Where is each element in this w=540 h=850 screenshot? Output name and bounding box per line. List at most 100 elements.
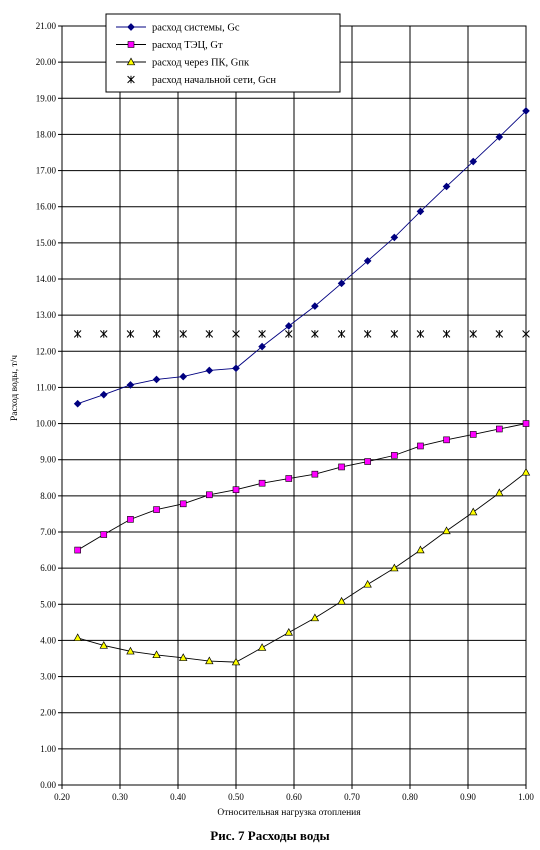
y-tick-label: 18.00 — [36, 129, 57, 139]
series-line — [77, 423, 527, 551]
data-point — [417, 442, 424, 450]
data-point — [495, 330, 504, 338]
data-point — [364, 458, 371, 465]
series-4 — [73, 330, 530, 338]
grid — [61, 25, 527, 786]
data-point — [179, 500, 187, 508]
data-point — [390, 330, 399, 338]
legend-marker — [127, 41, 135, 48]
data-point — [100, 330, 108, 338]
y-tick-label: 2.00 — [40, 708, 56, 718]
data-point — [100, 531, 108, 538]
legend-entry: расход системы, Gc — [116, 23, 240, 34]
data-point — [232, 486, 240, 494]
x-tick-label: 0.50 — [228, 792, 244, 802]
y-tick-label: 15.00 — [36, 238, 57, 248]
data-point — [338, 463, 345, 471]
legend-marker — [127, 75, 135, 84]
x-tick-label: 0.70 — [344, 792, 360, 802]
data-point — [179, 653, 188, 661]
data-point — [258, 342, 266, 351]
data-point — [469, 330, 477, 338]
x-tick-label: 0.20 — [54, 792, 70, 802]
y-tick-label: 9.00 — [40, 455, 56, 465]
data-point — [495, 488, 504, 497]
y-tick-label: 11.00 — [36, 382, 56, 392]
series-2 — [74, 420, 530, 554]
data-point — [127, 516, 134, 523]
data-point — [179, 372, 188, 381]
y-tick-label: 14.00 — [36, 274, 57, 284]
data-point — [257, 643, 267, 651]
y-tick-label: 7.00 — [40, 527, 56, 537]
data-point — [522, 420, 530, 427]
series-line — [77, 110, 527, 405]
y-tick-label: 12.00 — [36, 346, 57, 356]
data-point — [126, 330, 135, 338]
x-tick-label: 0.30 — [112, 792, 128, 802]
data-point — [284, 627, 293, 636]
data-point — [391, 452, 398, 459]
data-point — [231, 657, 241, 666]
x-tick-label: 0.90 — [460, 792, 476, 802]
data-point — [258, 330, 266, 338]
series-3 — [73, 467, 531, 666]
data-point — [206, 491, 213, 499]
data-point — [416, 207, 425, 216]
y-tick-label: 13.00 — [36, 310, 57, 320]
data-point — [416, 545, 425, 554]
data-point — [205, 656, 214, 665]
data-point — [311, 330, 319, 338]
y-tick-label: 16.00 — [36, 202, 57, 212]
data-point — [521, 467, 531, 476]
data-point — [73, 330, 82, 338]
legend-label: расход через ПК, Gпк — [152, 58, 250, 69]
data-point — [179, 330, 187, 338]
y-tick-label: 0.00 — [40, 780, 56, 790]
data-point — [337, 279, 346, 288]
data-point — [337, 596, 346, 605]
series-group — [73, 107, 531, 666]
data-point — [74, 546, 81, 554]
y-tick-label: 17.00 — [36, 166, 57, 176]
y-axis-title: Расход воды, т/ч — [10, 355, 20, 421]
data-point — [285, 330, 293, 338]
y-tick-label: 1.00 — [40, 744, 56, 754]
y-tick-label: 10.00 — [36, 419, 57, 429]
y-tick-label: 6.00 — [40, 563, 56, 573]
data-point — [152, 650, 161, 659]
data-point — [363, 330, 372, 338]
data-point — [126, 381, 135, 389]
data-point — [284, 322, 293, 330]
y-tick-label: 4.00 — [40, 635, 56, 645]
axes: 0.00 1.00 2.00 3.00 4.00 5.00 6.00 7.00 8.00 9.00… — [36, 21, 535, 802]
data-point — [311, 302, 319, 310]
data-point — [469, 431, 477, 438]
x-tick-label: 0.80 — [402, 792, 418, 802]
data-point — [205, 330, 214, 338]
data-point — [232, 330, 240, 338]
data-point — [496, 425, 503, 433]
data-point — [153, 506, 160, 513]
data-point — [469, 507, 478, 516]
data-point — [152, 330, 161, 338]
data-point — [495, 133, 504, 141]
legend-marker — [127, 23, 135, 31]
data-point — [232, 364, 240, 373]
data-point — [363, 257, 372, 265]
y-tick-label: 3.00 — [40, 672, 56, 682]
data-point — [285, 475, 293, 482]
data-point — [310, 613, 320, 622]
data-point — [73, 633, 82, 642]
data-point — [390, 233, 399, 242]
figure-caption: Рис. 7 Расходы воды — [210, 828, 330, 843]
data-point — [337, 330, 346, 338]
series-1 — [73, 107, 530, 408]
legend-label: расход системы, Gc — [152, 23, 240, 34]
data-point — [442, 330, 451, 338]
data-point — [126, 646, 135, 655]
data-point — [416, 330, 425, 338]
legend-entry: расход ТЭЦ, Gт — [116, 40, 223, 51]
data-point — [443, 436, 450, 444]
